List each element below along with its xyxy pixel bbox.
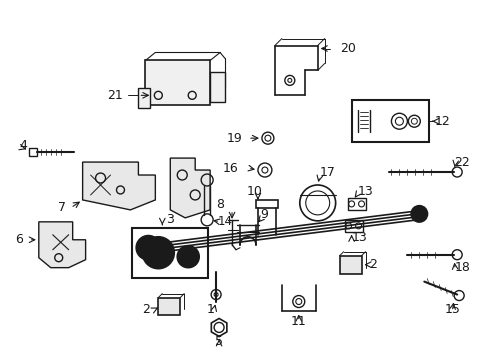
Bar [339, 256, 361, 274]
Text: 2: 2 [369, 258, 377, 271]
Bar [347, 198, 365, 210]
Text: 8: 8 [216, 198, 224, 211]
Text: 13: 13 [351, 231, 366, 244]
Text: 2: 2 [142, 303, 150, 316]
Text: 17: 17 [319, 166, 335, 179]
Text: 18: 18 [453, 261, 469, 274]
Polygon shape [39, 222, 85, 268]
Polygon shape [82, 162, 155, 210]
Bar [145, 60, 210, 105]
Text: 3: 3 [166, 213, 174, 226]
Bar [351, 100, 428, 142]
Circle shape [142, 237, 174, 269]
Text: 4: 4 [19, 139, 27, 152]
Bar [210, 72, 224, 102]
Text: 1: 1 [206, 303, 214, 316]
Text: 11: 11 [290, 315, 306, 328]
Text: 12: 12 [433, 115, 449, 128]
Text: 15: 15 [444, 303, 459, 316]
Bar [158, 298, 180, 315]
Bar [29, 148, 37, 156]
Polygon shape [170, 158, 210, 218]
Text: 10: 10 [246, 185, 263, 198]
Bar [255, 200, 277, 208]
Circle shape [177, 246, 199, 268]
Bar [138, 88, 150, 108]
Text: 7: 7 [58, 201, 65, 215]
Text: 20: 20 [339, 42, 355, 55]
Text: 16: 16 [222, 162, 238, 175]
Bar [344, 220, 362, 232]
Text: 6: 6 [15, 233, 23, 246]
Text: 13: 13 [357, 185, 372, 198]
Text: 9: 9 [260, 208, 267, 221]
Text: 5: 5 [215, 335, 223, 348]
Text: 21: 21 [106, 89, 122, 102]
Circle shape [136, 236, 160, 260]
Text: 14: 14 [218, 215, 233, 228]
Text: 19: 19 [226, 132, 242, 145]
Text: 22: 22 [453, 156, 469, 168]
Circle shape [410, 206, 427, 222]
Bar [132, 228, 208, 278]
